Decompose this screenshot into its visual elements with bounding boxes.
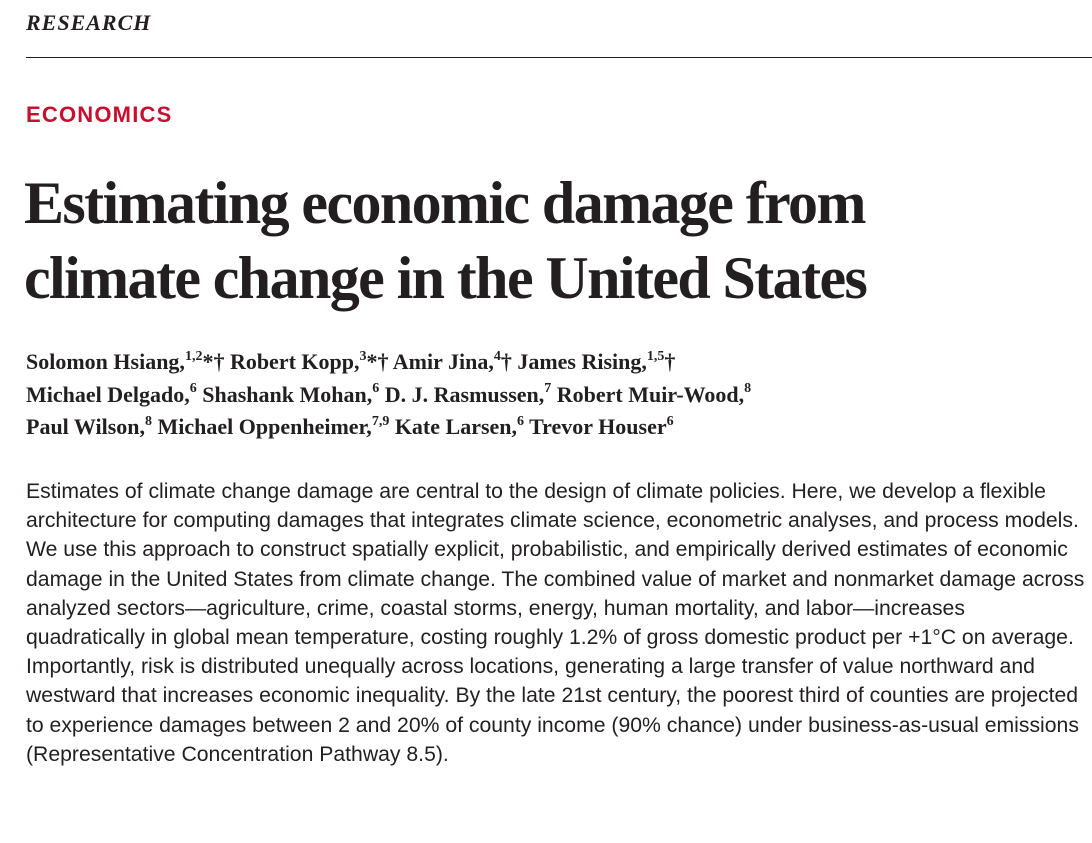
- author-name: Michael Oppenheimer,: [157, 414, 372, 439]
- author-affiliation: 8: [145, 413, 153, 429]
- author-name: Shashank Mohan,: [202, 381, 373, 407]
- author-affiliation: 7: [544, 381, 552, 397]
- author-affiliation: 7,9: [371, 413, 390, 429]
- author-affiliation: 6: [666, 413, 674, 429]
- title-line-2: climate change in the United States: [24, 245, 868, 311]
- section-header: RESEARCH: [26, 10, 152, 35]
- author-entry: Solomon Hsiang,1,2*†: [26, 349, 224, 374]
- author-entry: Shashank Mohan,6: [202, 382, 379, 407]
- author-name: Solomon Hsiang,: [26, 349, 185, 374]
- author-name: Michael Delgado,: [26, 381, 190, 407]
- author-entry: Amir Jina,4†: [393, 349, 512, 374]
- author-name: Robert Kopp,: [229, 349, 360, 374]
- author-marks: *†: [366, 349, 389, 374]
- author-entry: Paul Wilson,8: [26, 414, 152, 439]
- author-entry: Kate Larsen,6: [395, 414, 524, 439]
- author-entry: D. J. Rasmussen,7: [385, 382, 552, 407]
- author-name: Trevor Houser: [529, 414, 667, 439]
- author-name: Kate Larsen,: [394, 414, 518, 439]
- author-entry: Robert Kopp,3*†: [230, 349, 389, 374]
- author-affiliation: 4: [493, 348, 501, 364]
- author-name: James Rising,: [517, 349, 647, 374]
- author-affiliation: 6: [372, 381, 380, 397]
- author-list: Solomon Hsiang,1,2*† Robert Kopp,3*† Ami…: [26, 346, 1086, 444]
- author-name: Amir Jina,: [392, 349, 494, 374]
- author-affiliation: 1,2: [184, 348, 203, 364]
- author-name: D. J. Rasmussen,: [384, 381, 545, 407]
- author-entry: Michael Oppenheimer,7,9: [158, 414, 390, 439]
- author-affiliation: 6: [517, 413, 525, 429]
- author-name: Robert Muir-Wood,: [556, 381, 745, 407]
- author-marks: †: [664, 349, 676, 374]
- title-line-1: Estimating economic damage from: [24, 170, 866, 236]
- author-entry: James Rising,1,5†: [517, 349, 675, 374]
- author-name: Paul Wilson,: [26, 414, 146, 439]
- article-title: Estimating economic damage from climate …: [24, 166, 1084, 316]
- category-label: ECONOMICS: [26, 102, 173, 127]
- author-entry: Michael Delgado,6: [26, 382, 197, 407]
- author-marks: †: [500, 349, 512, 374]
- author-entry: Robert Muir-Wood,8: [557, 382, 751, 407]
- author-marks: *†: [202, 349, 225, 374]
- author-affiliation: 1,5: [646, 348, 665, 364]
- author-affiliation: 3: [359, 348, 367, 364]
- author-entry: Trevor Houser6: [529, 414, 673, 439]
- author-affiliation: 6: [189, 381, 197, 397]
- header-rule: [26, 57, 1092, 58]
- author-affiliation: 8: [744, 381, 752, 397]
- abstract-text: Estimates of climate change damage are c…: [26, 480, 1085, 766]
